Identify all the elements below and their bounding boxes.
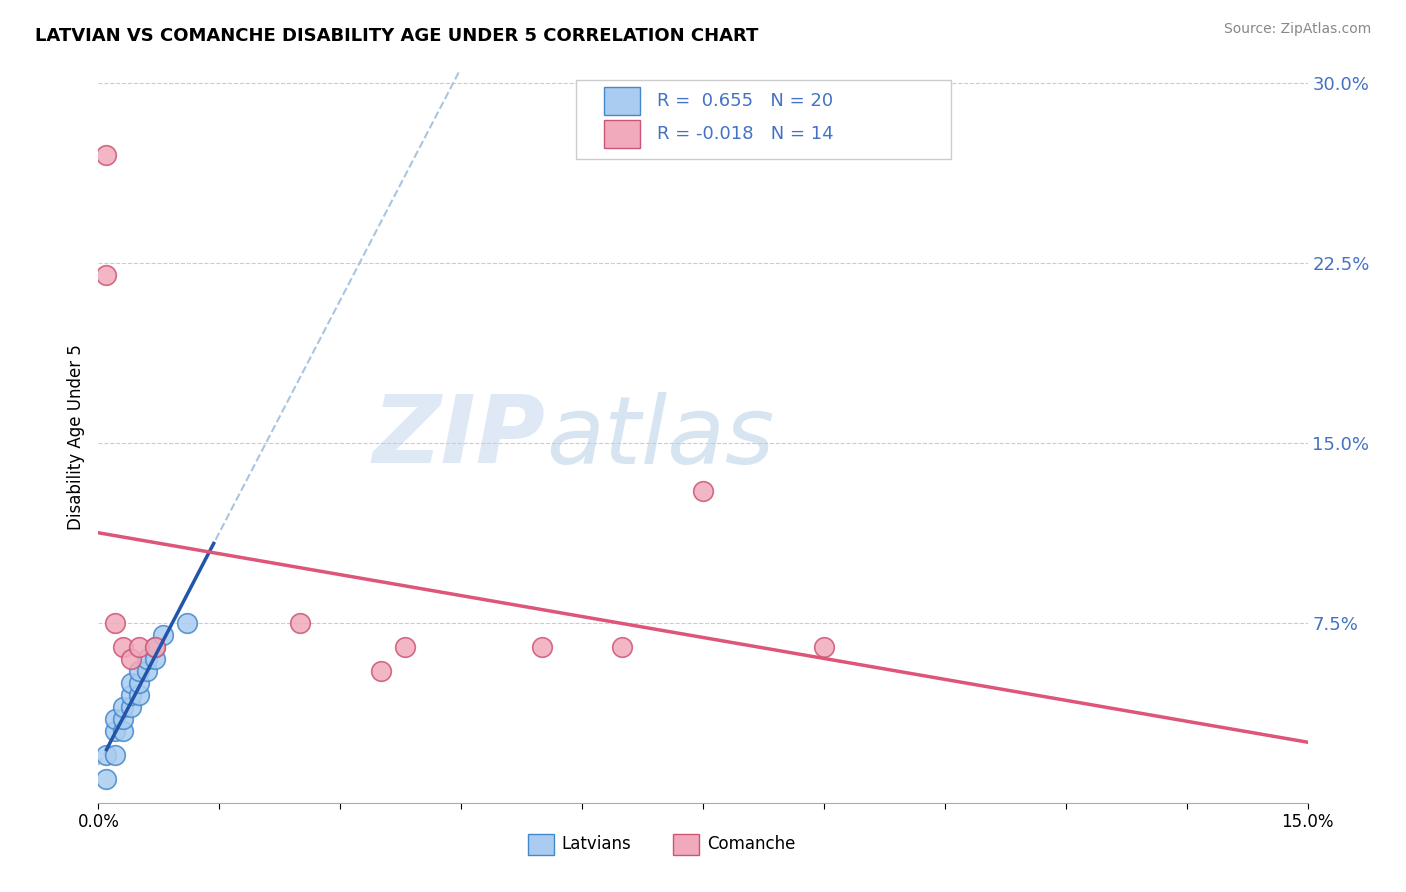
Point bbox=[111, 723, 134, 738]
Y-axis label: Disability Age Under 5: Disability Age Under 5 bbox=[66, 344, 84, 530]
Point bbox=[111, 640, 134, 654]
Point bbox=[370, 664, 392, 678]
Point bbox=[111, 712, 134, 726]
Point bbox=[612, 640, 634, 654]
Point bbox=[135, 652, 157, 666]
Text: atlas: atlas bbox=[546, 392, 775, 483]
Point bbox=[120, 699, 142, 714]
Text: R = -0.018   N = 14: R = -0.018 N = 14 bbox=[657, 125, 834, 144]
Text: Comanche: Comanche bbox=[707, 836, 794, 854]
FancyBboxPatch shape bbox=[603, 120, 640, 148]
Point bbox=[152, 628, 174, 642]
Point bbox=[692, 483, 714, 498]
Point bbox=[120, 688, 142, 702]
Text: Source: ZipAtlas.com: Source: ZipAtlas.com bbox=[1223, 22, 1371, 37]
Text: R =  0.655   N = 20: R = 0.655 N = 20 bbox=[657, 93, 834, 111]
Point bbox=[103, 747, 125, 762]
Text: ZIP: ZIP bbox=[373, 391, 546, 483]
Text: LATVIAN VS COMANCHE DISABILITY AGE UNDER 5 CORRELATION CHART: LATVIAN VS COMANCHE DISABILITY AGE UNDER… bbox=[35, 27, 758, 45]
Point bbox=[143, 640, 166, 654]
Point bbox=[813, 640, 835, 654]
Point bbox=[128, 664, 150, 678]
Point bbox=[120, 676, 142, 690]
FancyBboxPatch shape bbox=[603, 87, 640, 115]
Point bbox=[103, 723, 125, 738]
Point bbox=[135, 664, 157, 678]
Point bbox=[103, 712, 125, 726]
Point bbox=[288, 615, 311, 630]
Point bbox=[128, 640, 150, 654]
Point bbox=[530, 640, 553, 654]
Point bbox=[103, 615, 125, 630]
Text: Latvians: Latvians bbox=[561, 836, 631, 854]
Point bbox=[120, 652, 142, 666]
Point bbox=[96, 747, 118, 762]
Point bbox=[96, 148, 118, 162]
Point bbox=[394, 640, 416, 654]
Point bbox=[176, 615, 198, 630]
Point bbox=[128, 688, 150, 702]
Point bbox=[111, 699, 134, 714]
Point bbox=[96, 268, 118, 283]
FancyBboxPatch shape bbox=[576, 80, 950, 159]
Point bbox=[143, 652, 166, 666]
FancyBboxPatch shape bbox=[672, 833, 699, 855]
Point bbox=[128, 676, 150, 690]
Point bbox=[96, 772, 118, 786]
Point bbox=[143, 640, 166, 654]
FancyBboxPatch shape bbox=[527, 833, 554, 855]
